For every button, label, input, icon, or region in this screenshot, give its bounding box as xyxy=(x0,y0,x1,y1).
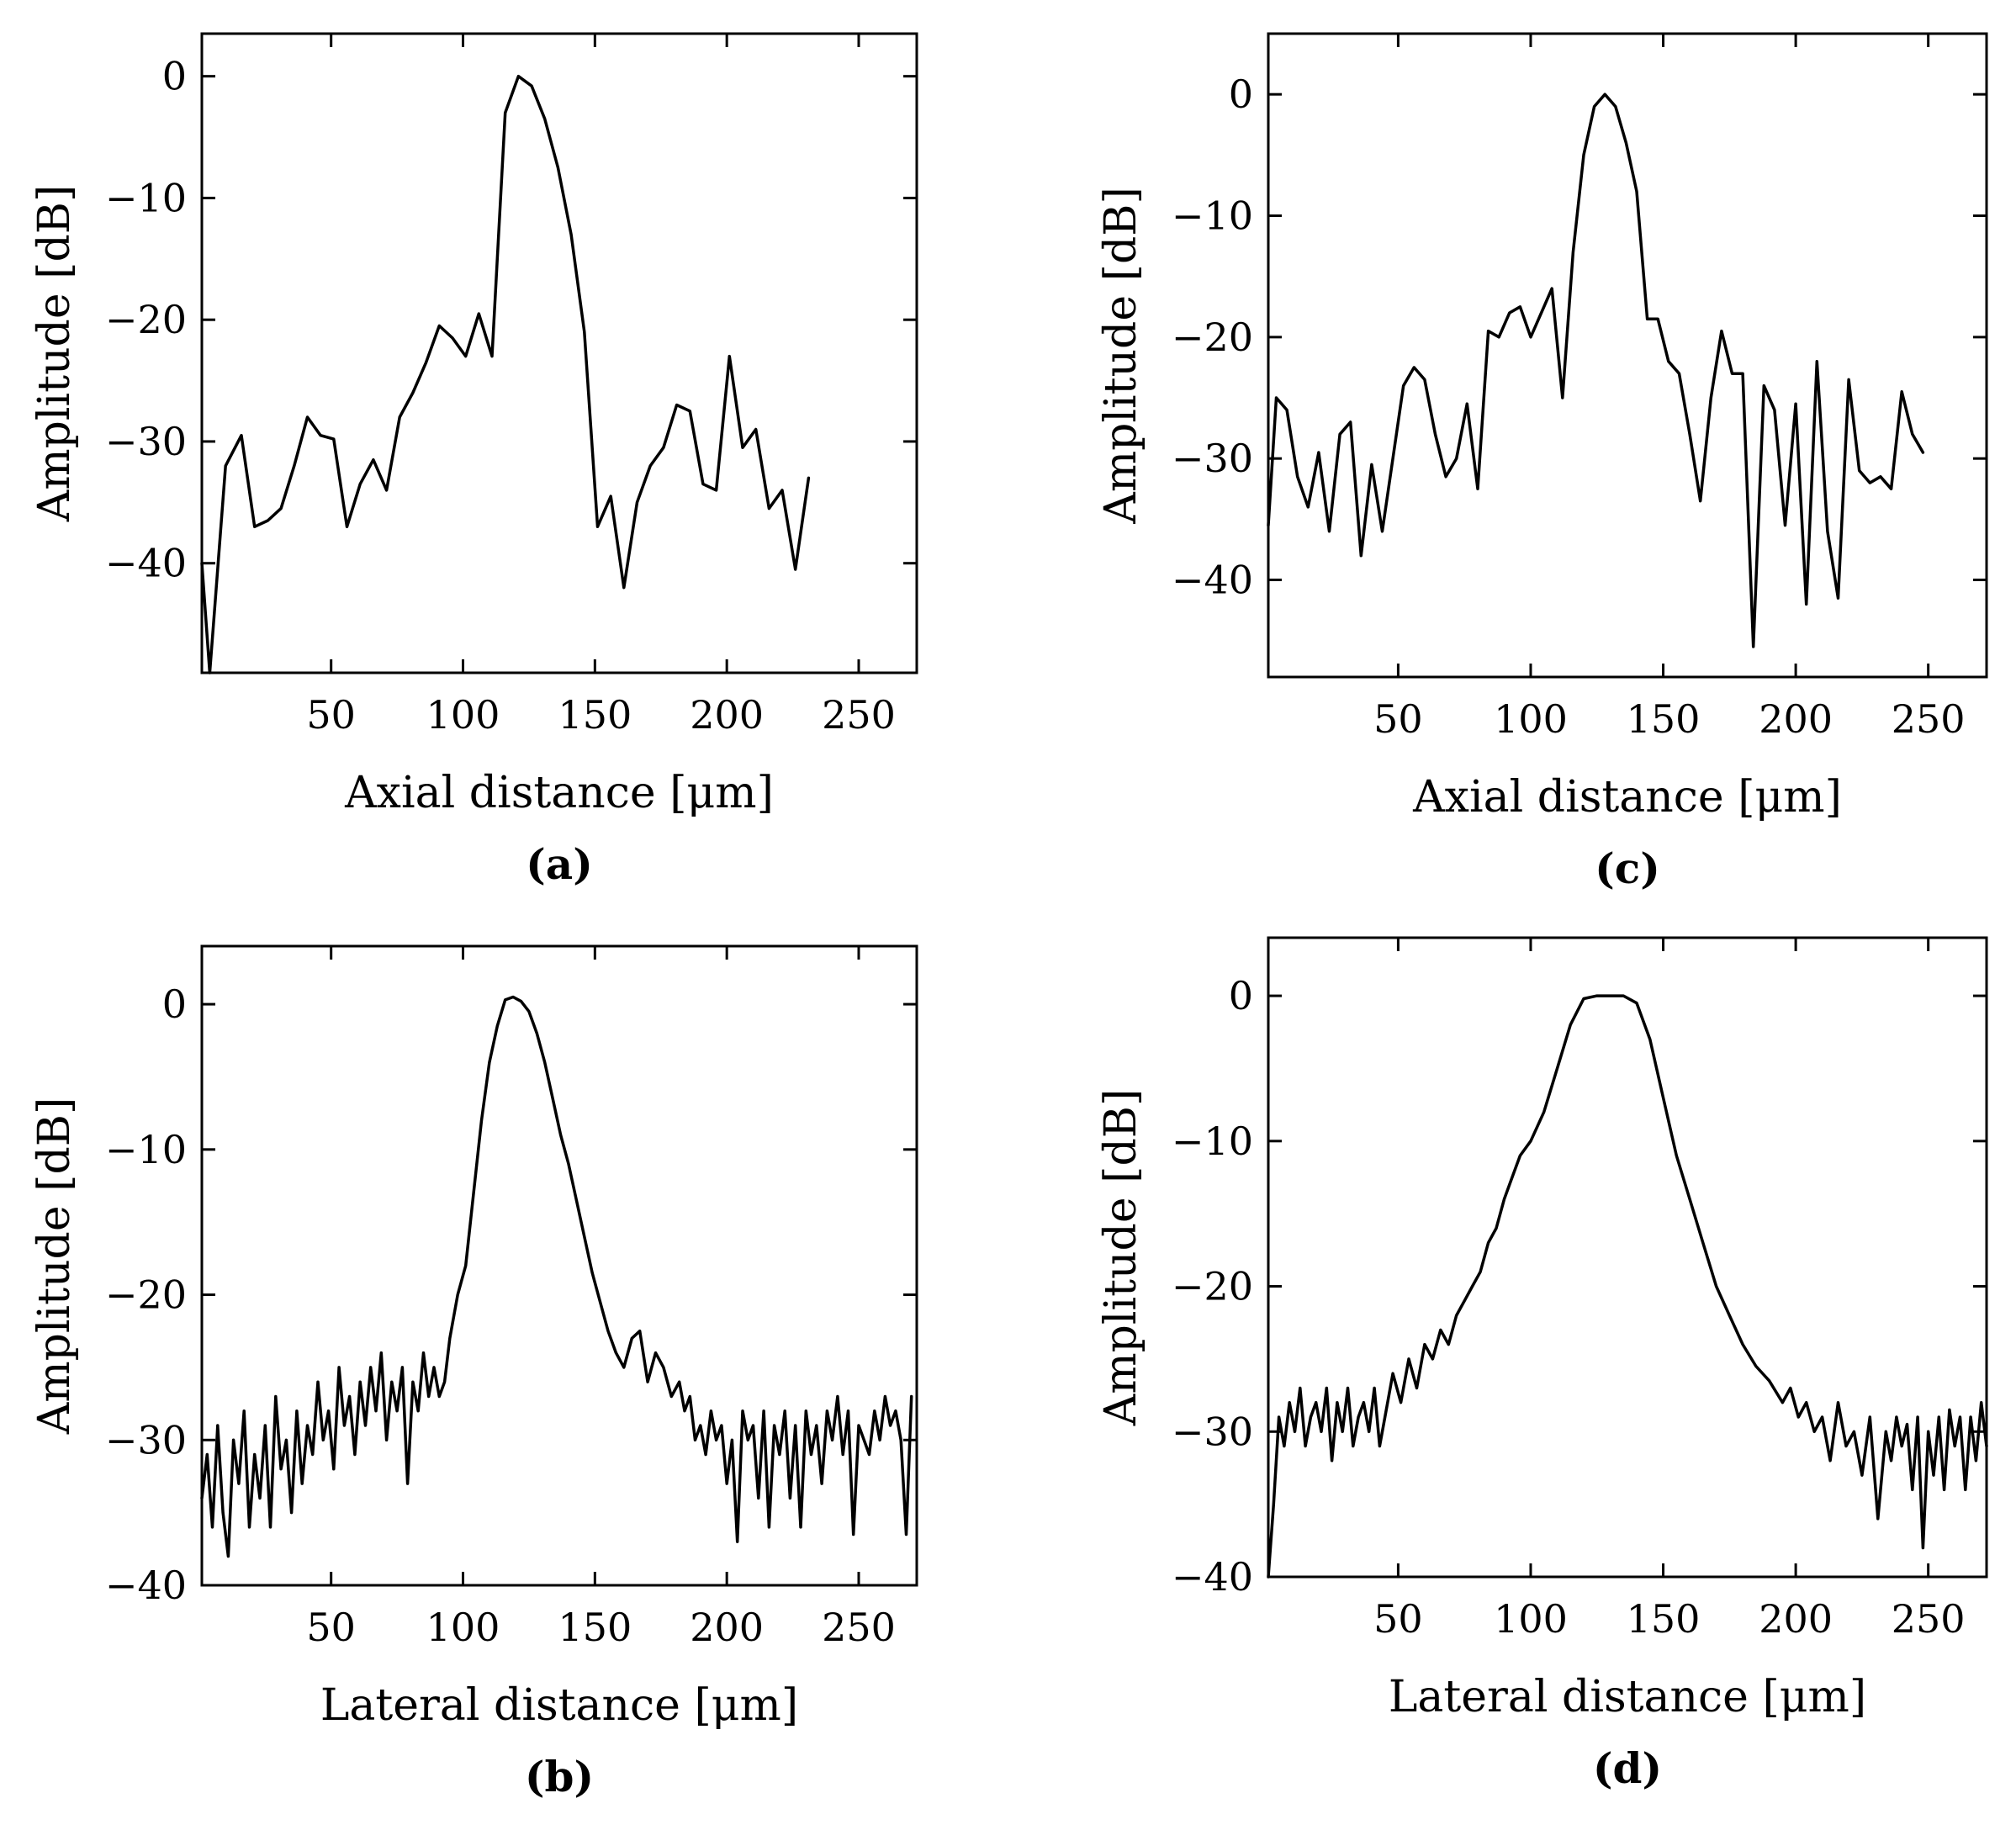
x-tick-label: 200 xyxy=(1759,1596,1833,1642)
y-tick-label: −10 xyxy=(105,175,187,220)
y-tick-label: −40 xyxy=(105,1563,187,1608)
y-tick-label: 0 xyxy=(1229,71,1253,117)
panel-caption: (a) xyxy=(526,839,593,889)
plot-frame xyxy=(1267,32,1988,679)
x-tick-label: 100 xyxy=(1494,1596,1568,1642)
panel-caption: (b) xyxy=(525,1752,594,1801)
y-axis-label: Amplitude [dB] xyxy=(1096,1089,1146,1426)
y-tick-label: 0 xyxy=(162,54,187,99)
y-tick-label: −30 xyxy=(105,419,187,464)
y-axis-label: Amplitude [dB] xyxy=(29,1097,80,1435)
x-axis-label: Lateral distance [μm] xyxy=(320,1680,798,1731)
x-tick-label: 50 xyxy=(1373,696,1423,742)
panel-caption: (d) xyxy=(1593,1743,1662,1793)
y-tick-label: −30 xyxy=(105,1417,187,1462)
x-tick-label: 100 xyxy=(426,692,500,738)
x-tick-label: 250 xyxy=(1892,1596,1966,1642)
panel-c: 50 100 150 200 250 0 −10 −20 −30 −40 Axial distanc… xyxy=(1096,32,1988,893)
panel-d: 50 100 150 200 250 0 −10 −20 −30 −40 Lateral dista… xyxy=(1096,936,1988,1793)
x-tick-label: 100 xyxy=(1494,696,1568,742)
y-axis-label: Amplitude [dB] xyxy=(1096,187,1146,524)
plot-frame xyxy=(1267,936,1988,1579)
y-tick-label: −30 xyxy=(1172,1409,1253,1454)
x-tick-label: 200 xyxy=(1759,696,1833,742)
series-line xyxy=(200,74,811,674)
series-line xyxy=(200,995,913,1558)
x-tick-label: 250 xyxy=(822,1605,896,1650)
x-axis-label: Axial distance [μm] xyxy=(1412,772,1842,822)
x-tick-label: 150 xyxy=(1627,696,1701,742)
y-tick-label: −40 xyxy=(105,541,187,586)
x-axis-label: Axial distance [μm] xyxy=(344,768,774,818)
panel-b: 50 100 150 200 250 0 −10 −20 −30 −40 Lateral dista… xyxy=(29,944,918,1801)
plot-frame xyxy=(200,944,918,1587)
series-line xyxy=(1267,93,1925,648)
x-tick-label: 250 xyxy=(1892,696,1966,742)
y-tick-label: −20 xyxy=(1172,1264,1253,1309)
x-tick-label: 50 xyxy=(1373,1596,1423,1642)
panel-caption: (c) xyxy=(1595,844,1660,893)
panel-a: 50 100 150 200 250 0 −10 −20 −30 −40 Axial distanc… xyxy=(29,32,918,889)
y-tick-label: 0 xyxy=(162,981,187,1027)
x-tick-label: 150 xyxy=(558,1605,632,1650)
y-axis-label: Amplitude [dB] xyxy=(29,185,80,522)
y-tick-label: −20 xyxy=(105,297,187,342)
x-tick-label: 250 xyxy=(822,692,896,738)
y-tick-label: −20 xyxy=(105,1272,187,1318)
series-line xyxy=(1267,994,1988,1579)
x-tick-label: 150 xyxy=(558,692,632,738)
y-tick-label: −10 xyxy=(1172,193,1253,239)
y-tick-label: −10 xyxy=(105,1127,187,1172)
y-tick-label: −30 xyxy=(1172,436,1253,481)
y-tick-label: 0 xyxy=(1229,973,1253,1018)
x-tick-label: 50 xyxy=(306,1605,356,1650)
x-tick-label: 200 xyxy=(690,1605,764,1650)
y-tick-label: −20 xyxy=(1172,315,1253,360)
x-tick-label: 150 xyxy=(1627,1596,1701,1642)
x-axis-label: Lateral distance [μm] xyxy=(1389,1672,1866,1722)
y-tick-label: −40 xyxy=(1172,1554,1253,1600)
plot-frame xyxy=(200,32,918,674)
y-tick-label: −10 xyxy=(1172,1119,1253,1164)
x-tick-label: 50 xyxy=(306,692,356,738)
y-tick-label: −40 xyxy=(1172,558,1253,603)
x-tick-label: 100 xyxy=(426,1605,500,1650)
x-tick-label: 200 xyxy=(690,692,764,738)
